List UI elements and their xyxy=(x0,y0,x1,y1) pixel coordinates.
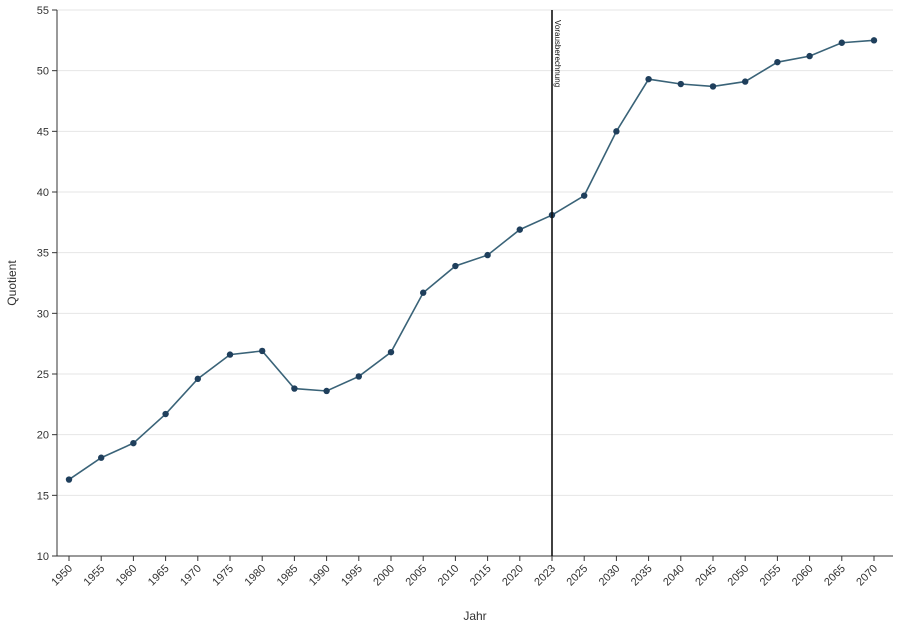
y-tick-label: 10 xyxy=(37,551,49,563)
series-line xyxy=(68,39,875,481)
x-tick-label: 2000 xyxy=(371,563,397,589)
data-point xyxy=(130,439,137,447)
x-tick-label: 2050 xyxy=(726,563,752,589)
data-point xyxy=(581,192,588,199)
x-axis: 1950 1955 1960 1965 1970 1975 1980 1985 1990 1995… xyxy=(49,555,893,589)
x-tick-label: 2045 xyxy=(693,563,719,589)
y-tick-label: 15 xyxy=(37,490,49,502)
data-point xyxy=(742,78,749,85)
data-point xyxy=(709,83,717,90)
y-tick-label: 45 xyxy=(37,126,49,138)
x-tick-label: 2035 xyxy=(629,563,655,589)
x-tick-label: 1990 xyxy=(307,563,333,589)
x-tick-label: 2015 xyxy=(468,563,494,589)
grid-lines xyxy=(57,9,893,496)
x-tick-label: 2023 xyxy=(532,563,558,589)
data-point xyxy=(323,387,330,395)
data-point xyxy=(484,251,491,259)
forecast-marker: Vorausberechnung xyxy=(551,10,562,556)
data-point xyxy=(420,289,427,296)
data-point xyxy=(355,373,362,380)
data-point xyxy=(806,52,813,60)
x-tick-label: 1955 xyxy=(82,563,108,589)
forecast-marker-label: Vorausberechnung xyxy=(553,20,562,87)
data-point xyxy=(774,58,781,66)
y-axis-title: Quotient xyxy=(5,260,19,306)
x-tick-label: 1960 xyxy=(114,563,140,589)
data-point xyxy=(291,385,298,392)
data-point xyxy=(226,351,234,358)
y-tick-label: 30 xyxy=(37,308,49,320)
x-tick-label: 2040 xyxy=(661,563,687,589)
x-tick-label: 2055 xyxy=(758,563,784,589)
data-point xyxy=(677,80,684,88)
x-axis-title: Jahr xyxy=(463,609,486,623)
data-point xyxy=(259,347,266,355)
x-tick-label: 2025 xyxy=(565,563,591,589)
x-tick-label: 1965 xyxy=(146,563,172,589)
y-tick-label: 35 xyxy=(37,248,49,260)
data-point xyxy=(387,348,395,356)
data-point xyxy=(613,128,620,135)
data-point xyxy=(98,454,105,461)
data-point xyxy=(838,39,845,46)
x-tick-label: 2010 xyxy=(436,563,462,589)
x-tick-label: 1975 xyxy=(210,563,236,589)
data-point xyxy=(65,476,73,483)
data-point xyxy=(516,226,523,233)
data-point xyxy=(452,262,459,270)
data-point xyxy=(162,410,169,418)
x-tick-label: 1995 xyxy=(339,563,365,589)
y-tick-label: 55 xyxy=(37,5,49,17)
y-axis: 10 15 20 25 30 35 40 45 50 55 xyxy=(37,5,58,563)
x-tick-label: 2070 xyxy=(854,563,880,589)
y-tick-label: 50 xyxy=(37,66,49,78)
x-tick-label: 2020 xyxy=(500,563,526,589)
x-tick-label: 2030 xyxy=(597,563,623,589)
y-tick-label: 25 xyxy=(37,369,49,381)
x-tick-label: 1980 xyxy=(243,563,269,589)
series-layer xyxy=(65,37,878,483)
x-tick-label: 2060 xyxy=(790,563,816,589)
x-tick-label: 1970 xyxy=(178,563,204,589)
x-tick-label: 1985 xyxy=(275,563,301,589)
x-tick-label: 2005 xyxy=(404,563,430,589)
y-tick-label: 20 xyxy=(37,430,49,442)
data-point xyxy=(194,375,201,383)
y-tick-label: 40 xyxy=(37,187,49,199)
x-tick-label: 1950 xyxy=(49,563,75,589)
data-point xyxy=(645,75,652,83)
x-tick-label: 2065 xyxy=(822,563,848,589)
data-point xyxy=(870,37,878,44)
